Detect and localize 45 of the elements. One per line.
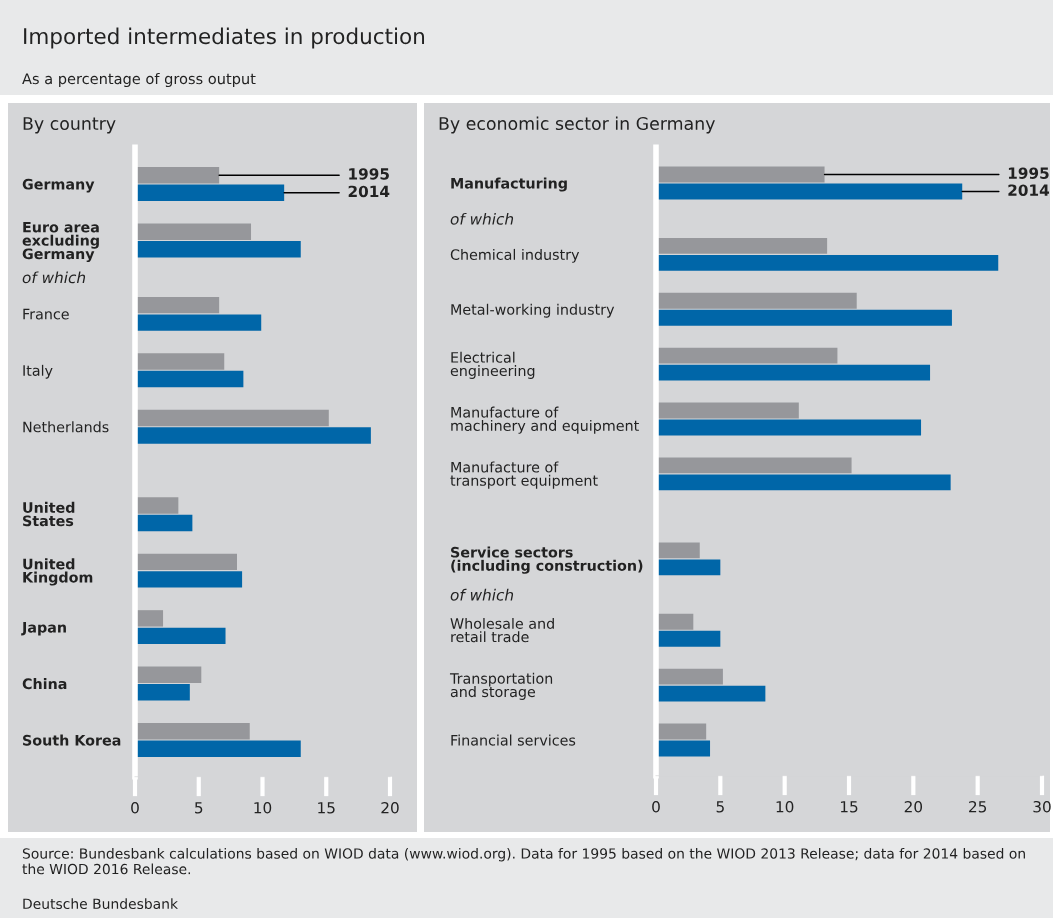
text: Deutsche Bundesbank xyxy=(23,898,178,910)
x-tick-label: 30 xyxy=(1033,800,1051,813)
y-tick-label: Wholesale and retail trade xyxy=(450,617,554,643)
y-tick-label: Metal-working industry xyxy=(451,303,615,318)
x-tick-label: 15 xyxy=(840,801,858,813)
y-tick-label: South Korea xyxy=(23,734,121,746)
text: Imported intermediates in production xyxy=(24,27,425,49)
y-tick-label: Manufacture of machinery and equipment xyxy=(451,406,639,434)
y-tick-label: Euro area excluding Germany xyxy=(22,221,99,263)
y-tick-label: Italy xyxy=(23,364,53,379)
text: of which xyxy=(450,212,514,225)
text: 1995 xyxy=(1008,167,1049,179)
y-tick-label: Service sectors (including construction) xyxy=(451,546,643,574)
y-tick-label: China xyxy=(22,678,67,690)
source-note: Source: Bundesbank calculations based on WIOD data (www.wiod.org). Data for 1995 based on the WIOD 2013 Release; data for 2014 based on the WIOD 2016 Release. xyxy=(22,848,1025,875)
y-tick-label: Chemical industry xyxy=(450,248,580,263)
text: 1995 xyxy=(349,168,389,180)
x-tick-label: 5 xyxy=(716,801,724,813)
y-tick-label: Financial services xyxy=(451,734,576,746)
y-tick-label: United Kingdom xyxy=(23,558,93,586)
text: 2014 xyxy=(1008,184,1050,196)
x-tick-label: 5 xyxy=(195,802,203,814)
y-tick-label: Germany xyxy=(22,178,95,193)
x-tick-label: 15 xyxy=(318,802,335,814)
chart-title: By economic sector in Germany xyxy=(439,116,715,134)
y-tick-label: Transportation and storage xyxy=(449,672,553,700)
text: of which xyxy=(22,271,86,284)
y-tick-label: France xyxy=(23,308,69,320)
y-tick-label: Netherlands xyxy=(23,421,109,433)
x-tick-label: 20 xyxy=(381,801,399,814)
x-tick-label: 10 xyxy=(776,800,794,813)
x-tick-label: 25 xyxy=(969,800,987,813)
y-tick-label: United States xyxy=(23,501,75,527)
x-tick-label: 10 xyxy=(254,801,272,814)
x-tick-label: 0 xyxy=(652,800,660,813)
text: of which xyxy=(450,588,514,601)
chart-title: By country xyxy=(23,117,116,134)
x-tick-label: 20 xyxy=(904,800,923,813)
y-tick-label: Japan xyxy=(21,622,66,636)
x-tick-label: 0 xyxy=(131,801,139,814)
text: As a percentage of gross output xyxy=(22,72,256,88)
text: 2014 xyxy=(348,185,390,198)
y-tick-label: Manufacture of transport equipment xyxy=(450,461,598,489)
y-tick-label: Electrical engineering xyxy=(450,351,535,379)
y-tick-label: Manufacturing xyxy=(451,177,567,192)
